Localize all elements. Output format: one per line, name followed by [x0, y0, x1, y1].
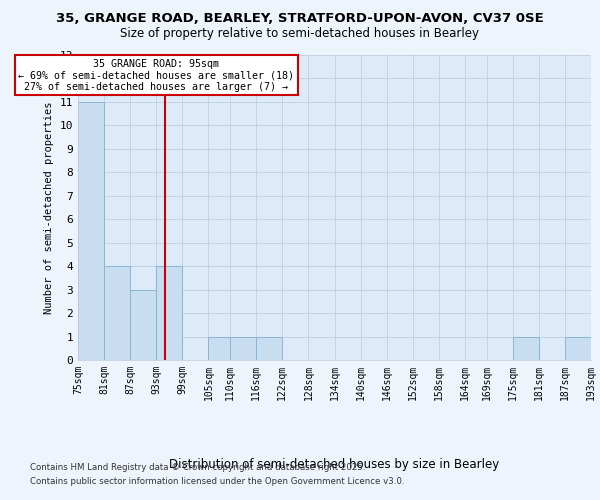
Text: 35 GRANGE ROAD: 95sqm
← 69% of semi-detached houses are smaller (18)
27% of semi: 35 GRANGE ROAD: 95sqm ← 69% of semi-deta… [18, 58, 294, 92]
Text: 35, GRANGE ROAD, BEARLEY, STRATFORD-UPON-AVON, CV37 0SE: 35, GRANGE ROAD, BEARLEY, STRATFORD-UPON… [56, 12, 544, 26]
Bar [104, 266, 130, 360]
Text: Size of property relative to semi-detached houses in Bearley: Size of property relative to semi-detach… [121, 28, 479, 40]
Bar [78, 102, 104, 360]
Bar [256, 336, 283, 360]
Bar [156, 266, 182, 360]
Bar [230, 336, 256, 360]
Bar [565, 336, 591, 360]
Bar [130, 290, 156, 360]
Text: Contains public sector information licensed under the Open Government Licence v3: Contains public sector information licen… [30, 477, 404, 486]
Y-axis label: Number of semi-detached properties: Number of semi-detached properties [44, 101, 54, 314]
X-axis label: Distribution of semi-detached houses by size in Bearley: Distribution of semi-detached houses by … [169, 458, 500, 471]
Bar [513, 336, 539, 360]
Text: Contains HM Land Registry data © Crown copyright and database right 2025.: Contains HM Land Registry data © Crown c… [30, 464, 365, 472]
Bar [208, 336, 230, 360]
